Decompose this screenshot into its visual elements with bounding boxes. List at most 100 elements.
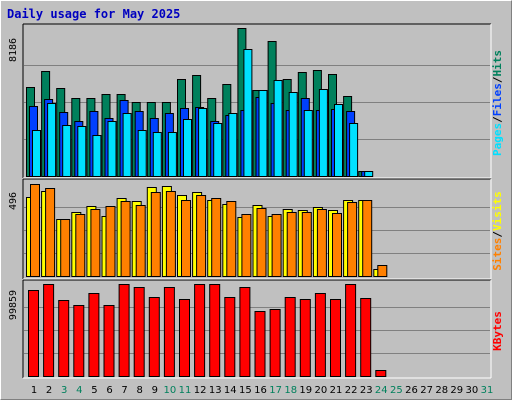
bar-kbytes-day-6 (103, 305, 115, 377)
x-tick-day-14: 14 (224, 385, 237, 396)
bar-kbytes-day-15 (239, 287, 251, 377)
bar-kbytes-day-14 (224, 297, 236, 377)
bar-kbytes-day-8 (133, 287, 145, 377)
bar-pages-day-2 (47, 103, 57, 177)
x-tick-day-5: 5 (91, 385, 97, 396)
bar-kbytes-day-12 (194, 284, 206, 377)
x-tick-day-3: 3 (61, 385, 67, 396)
bar-sites-day-6 (105, 206, 116, 277)
bar-pages-day-16 (258, 90, 268, 177)
bar-pages-day-23 (364, 171, 374, 177)
x-tick-day-1: 1 (31, 385, 37, 396)
x-tick-day-2: 2 (46, 385, 52, 396)
bar-pages-day-22 (349, 123, 359, 177)
x-tick-day-24: 24 (375, 385, 388, 396)
x-tick-day-18: 18 (284, 385, 297, 396)
bar-pages-day-12 (198, 108, 208, 177)
bar-sites-day-12 (196, 195, 207, 277)
bar-pages-day-8 (137, 130, 147, 177)
bar-sites-day-17 (271, 214, 282, 277)
max-label-bottom: 99859 (8, 290, 19, 320)
bar-sites-day-22 (347, 202, 358, 277)
bar-pages-day-1 (32, 130, 41, 177)
bar-sites-day-23 (362, 200, 373, 277)
bar-kbytes-day-2 (43, 284, 55, 377)
x-tick-day-12: 12 (194, 385, 207, 396)
x-tick-day-16: 16 (254, 385, 267, 396)
bar-pages-day-20 (318, 89, 328, 177)
x-tick-day-13: 13 (209, 385, 222, 396)
bar-sites-day-5 (90, 209, 101, 277)
x-tick-day-26: 26 (405, 385, 418, 396)
bar-pages-day-13 (213, 123, 223, 177)
chart-title: Daily usage for May 2025 (7, 7, 181, 21)
bar-pages-day-10 (167, 132, 177, 177)
bar-sites-day-11 (181, 200, 191, 277)
x-tick-day-9: 9 (152, 385, 158, 396)
x-tick-day-22: 22 (345, 385, 358, 396)
x-tick-day-8: 8 (137, 385, 143, 396)
bar-sites-day-10 (165, 191, 176, 277)
bar-sites-day-2 (45, 188, 56, 277)
x-tick-day-30: 30 (466, 385, 479, 396)
bar-sites-day-15 (241, 214, 252, 277)
bar-kbytes-day-5 (88, 293, 100, 377)
bar-kbytes-day-17 (269, 309, 281, 377)
bar-sites-day-21 (332, 213, 342, 277)
x-tick-day-29: 29 (450, 385, 463, 396)
bar-sites-day-16 (256, 208, 267, 277)
bar-kbytes-day-1 (28, 290, 39, 377)
bar-kbytes-day-3 (58, 300, 70, 377)
bar-kbytes-day-21 (330, 299, 341, 377)
x-tick-day-11: 11 (179, 385, 192, 396)
bar-pages-day-19 (303, 110, 313, 177)
x-tick-day-31: 31 (481, 385, 494, 396)
bar-kbytes-day-4 (73, 305, 85, 377)
legend-top: Pages/Files/Hits (491, 50, 504, 156)
bar-pages-day-3 (62, 125, 72, 177)
legend-entry-sites: Sites (491, 238, 504, 271)
x-tick-day-6: 6 (106, 385, 112, 396)
bar-kbytes-day-18 (284, 297, 296, 377)
bar-pages-day-14 (228, 113, 238, 177)
x-tick-day-15: 15 (239, 385, 252, 396)
bar-sites-day-1 (30, 184, 40, 277)
x-tick-day-19: 19 (299, 385, 312, 396)
legend-entry-slash: / (491, 231, 504, 238)
max-label-top: 8186 (8, 38, 19, 62)
bar-pages-day-18 (288, 92, 298, 177)
bar-pages-day-17 (273, 80, 283, 177)
legend-entry-visits: Visits (491, 191, 504, 231)
bar-kbytes-day-10 (163, 287, 175, 377)
legend-bottom: KBytes (491, 311, 504, 351)
legend-entry-hits: Hits (491, 50, 504, 77)
bar-pages-day-4 (77, 126, 87, 177)
bar-sites-day-3 (60, 219, 71, 277)
bar-pages-day-15 (243, 49, 253, 177)
bar-pages-day-21 (334, 104, 343, 177)
bar-kbytes-day-16 (254, 311, 266, 377)
bar-sites-day-20 (316, 209, 327, 277)
bar-kbytes-day-13 (209, 284, 221, 377)
bar-sites-day-7 (120, 201, 131, 277)
x-tick-day-23: 23 (360, 385, 373, 396)
bar-kbytes-day-23 (360, 298, 372, 377)
bar-pages-day-9 (152, 132, 162, 177)
x-tick-day-25: 25 (390, 385, 403, 396)
x-tick-day-20: 20 (315, 385, 328, 396)
bar-sites-day-13 (211, 198, 222, 277)
x-tick-day-10: 10 (164, 385, 177, 396)
bar-sites-day-24 (377, 265, 388, 277)
max-label-middle: 496 (8, 192, 19, 210)
bar-pages-day-5 (92, 135, 102, 177)
bar-kbytes-day-24 (375, 370, 387, 377)
x-tick-day-17: 17 (269, 385, 282, 396)
bar-kbytes-day-22 (345, 284, 357, 377)
legend-entry-kbytes: KBytes (491, 311, 504, 351)
bar-kbytes-day-19 (299, 299, 311, 377)
x-tick-day-28: 28 (435, 385, 448, 396)
legend-entry-slash: / (491, 116, 504, 123)
bar-sites-day-14 (226, 201, 237, 277)
bar-sites-day-4 (75, 214, 86, 277)
